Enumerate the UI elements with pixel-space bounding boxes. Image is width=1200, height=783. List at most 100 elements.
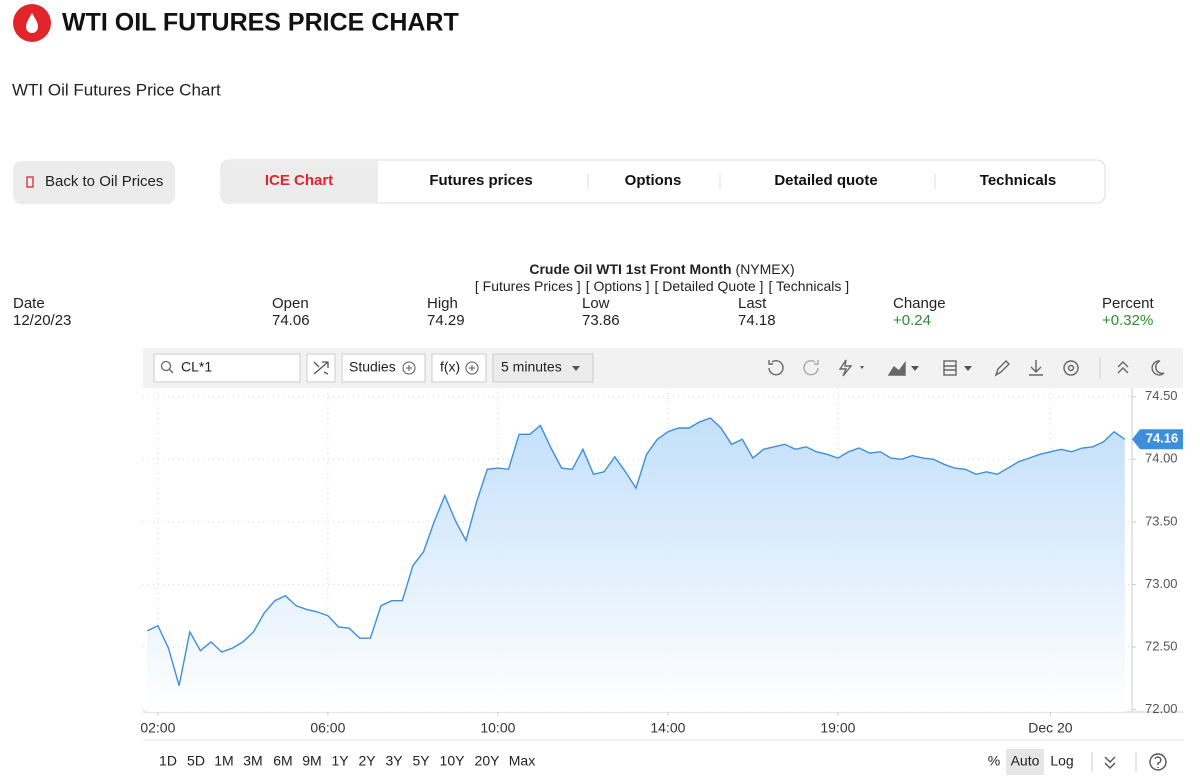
range-selector: 1D 5D 1M 3M 6M 9M 1Y 2Y 3Y 5Y 10Y 20Y Max	[159, 753, 535, 769]
exchange: (NYMEX)	[736, 261, 795, 277]
settings-icon	[1067, 364, 1075, 372]
range-button[interactable]: 3Y	[385, 753, 403, 769]
dropdown-arrow	[911, 366, 919, 371]
instrument-name: Crude Oil WTI 1st Front Month	[529, 261, 731, 277]
quote-links: [ Futures Prices ] [ Options ] [ Detailed …	[475, 278, 849, 294]
range-button[interactable]: Max	[509, 753, 535, 769]
range-button[interactable]: 5Y	[412, 753, 430, 769]
range-button[interactable]: 1M	[214, 753, 233, 769]
page-title: WTI OIL FUTURES PRICE CHART	[62, 9, 459, 37]
price-area	[147, 418, 1125, 712]
help-icon[interactable]	[1149, 753, 1167, 771]
tab[interactable]: Futures prices	[429, 172, 532, 189]
back-button-bg	[13, 161, 175, 204]
layout-icon[interactable]	[943, 360, 957, 376]
price-line	[147, 417, 1126, 686]
range-button[interactable]: 3M	[243, 753, 262, 769]
y-tick-label: 73.50	[1145, 513, 1178, 528]
y-tick-label: 72.50	[1145, 638, 1178, 653]
range-button[interactable]: 6M	[273, 753, 292, 769]
quote-column: High	[427, 295, 458, 312]
quote-column: Open	[272, 295, 309, 312]
scale-button[interactable]: %	[988, 753, 1000, 769]
toolbar-icons	[768, 359, 1165, 377]
download-icon[interactable]	[1029, 360, 1043, 376]
interval-select[interactable]: 5 minutes	[492, 353, 594, 383]
active-scale-bg	[1006, 749, 1044, 775]
x-tick-label: 06:00	[310, 720, 345, 736]
plus-icon	[402, 361, 416, 375]
range-button[interactable]: 2Y	[358, 753, 376, 769]
undo-icon[interactable]	[768, 360, 784, 376]
last-price-tag	[1132, 429, 1183, 450]
back-button-label: Back to Oil Prices	[45, 173, 163, 190]
fx-button[interactable]: f(x)	[431, 353, 487, 383]
range-button[interactable]: 1D	[159, 753, 177, 769]
collapse-icon[interactable]	[1117, 361, 1129, 374]
symbol-input[interactable]: CL*1	[153, 353, 301, 383]
y-tick-label: 74.00	[1145, 451, 1178, 466]
range-button[interactable]: 9M	[302, 753, 321, 769]
studies-button[interactable]: Studies	[341, 353, 426, 383]
range-button[interactable]: 5D	[187, 753, 205, 769]
tab[interactable]: Technicals	[980, 172, 1056, 189]
compare-button[interactable]	[306, 353, 336, 383]
quote-column: Low	[582, 295, 610, 312]
chart-type-icon[interactable]	[887, 360, 906, 376]
theme-icon[interactable]	[1151, 360, 1165, 376]
tab[interactable]: Options	[625, 172, 682, 189]
x-tick-label: 10:00	[480, 720, 515, 736]
price-chart: 72.00 72.50 73.00 73.50 74.00 74.50 02:00 06:00…	[140, 388, 1183, 736]
logo-drop	[26, 13, 38, 33]
quote-column: Percent	[1102, 295, 1155, 312]
quote-link[interactable]: [ Technicals ]	[768, 278, 849, 294]
quote-value: 12/20/23	[13, 312, 71, 329]
symbol-input-box	[153, 353, 301, 383]
plus-icon	[469, 365, 475, 371]
back-button[interactable]: Back to Oil Prices	[13, 161, 175, 204]
range-button[interactable]: 1Y	[331, 753, 349, 769]
scale-button[interactable]: Auto	[1011, 753, 1040, 769]
search-icon	[160, 360, 172, 372]
plus-icon	[406, 365, 412, 371]
symbol-text: CL*1	[181, 359, 212, 375]
quote-link[interactable]: [ Options ]	[586, 278, 650, 294]
help-icon	[1154, 756, 1162, 768]
quote-value: 74.06	[272, 312, 310, 329]
range-button[interactable]: 20Y	[475, 753, 501, 769]
dropdown-arrow	[572, 366, 580, 371]
plus-icon	[465, 361, 479, 375]
quote-link[interactable]: [ Futures Prices ]	[475, 278, 581, 294]
quote-value: 74.29	[427, 312, 465, 329]
scale-button[interactable]: Log	[1050, 753, 1073, 769]
y-tick-label: 72.00	[1145, 701, 1178, 716]
active-tab-bg	[221, 161, 378, 202]
quote-value: +0.24	[893, 312, 931, 329]
fx-label: f(x)	[440, 359, 460, 375]
x-tick-label: 02:00	[140, 720, 175, 736]
quote-heading: Crude Oil WTI 1st Front Month (NYMEX)	[529, 261, 794, 277]
back-icon	[26, 176, 34, 188]
redo-icon[interactable]	[803, 360, 819, 376]
tab[interactable]: ICE Chart	[265, 172, 333, 189]
last-price-label: 74.16	[1146, 431, 1179, 446]
pencil-icon[interactable]	[994, 360, 1010, 377]
quote-value: 74.18	[738, 312, 776, 329]
x-tick-label: 14:00	[650, 720, 685, 736]
tab[interactable]: Detailed quote	[774, 172, 877, 189]
range-button[interactable]: 10Y	[440, 753, 466, 769]
quote-link[interactable]: [ Detailed Quote ]	[655, 278, 764, 294]
layout-icon	[944, 365, 956, 371]
y-tick-label: 74.50	[1145, 388, 1178, 403]
expand-icon[interactable]	[1104, 756, 1116, 769]
draw-icon[interactable]	[838, 359, 853, 377]
subtitle: WTI Oil Futures Price Chart	[12, 80, 221, 99]
scale-options: % Auto Log	[988, 749, 1074, 775]
quote-column: Change	[893, 295, 946, 312]
quote-column: Last	[738, 295, 767, 312]
interval-label: 5 minutes	[501, 359, 562, 375]
y-tick-label: 73.00	[1145, 576, 1178, 591]
settings-icon[interactable]	[1063, 360, 1079, 376]
